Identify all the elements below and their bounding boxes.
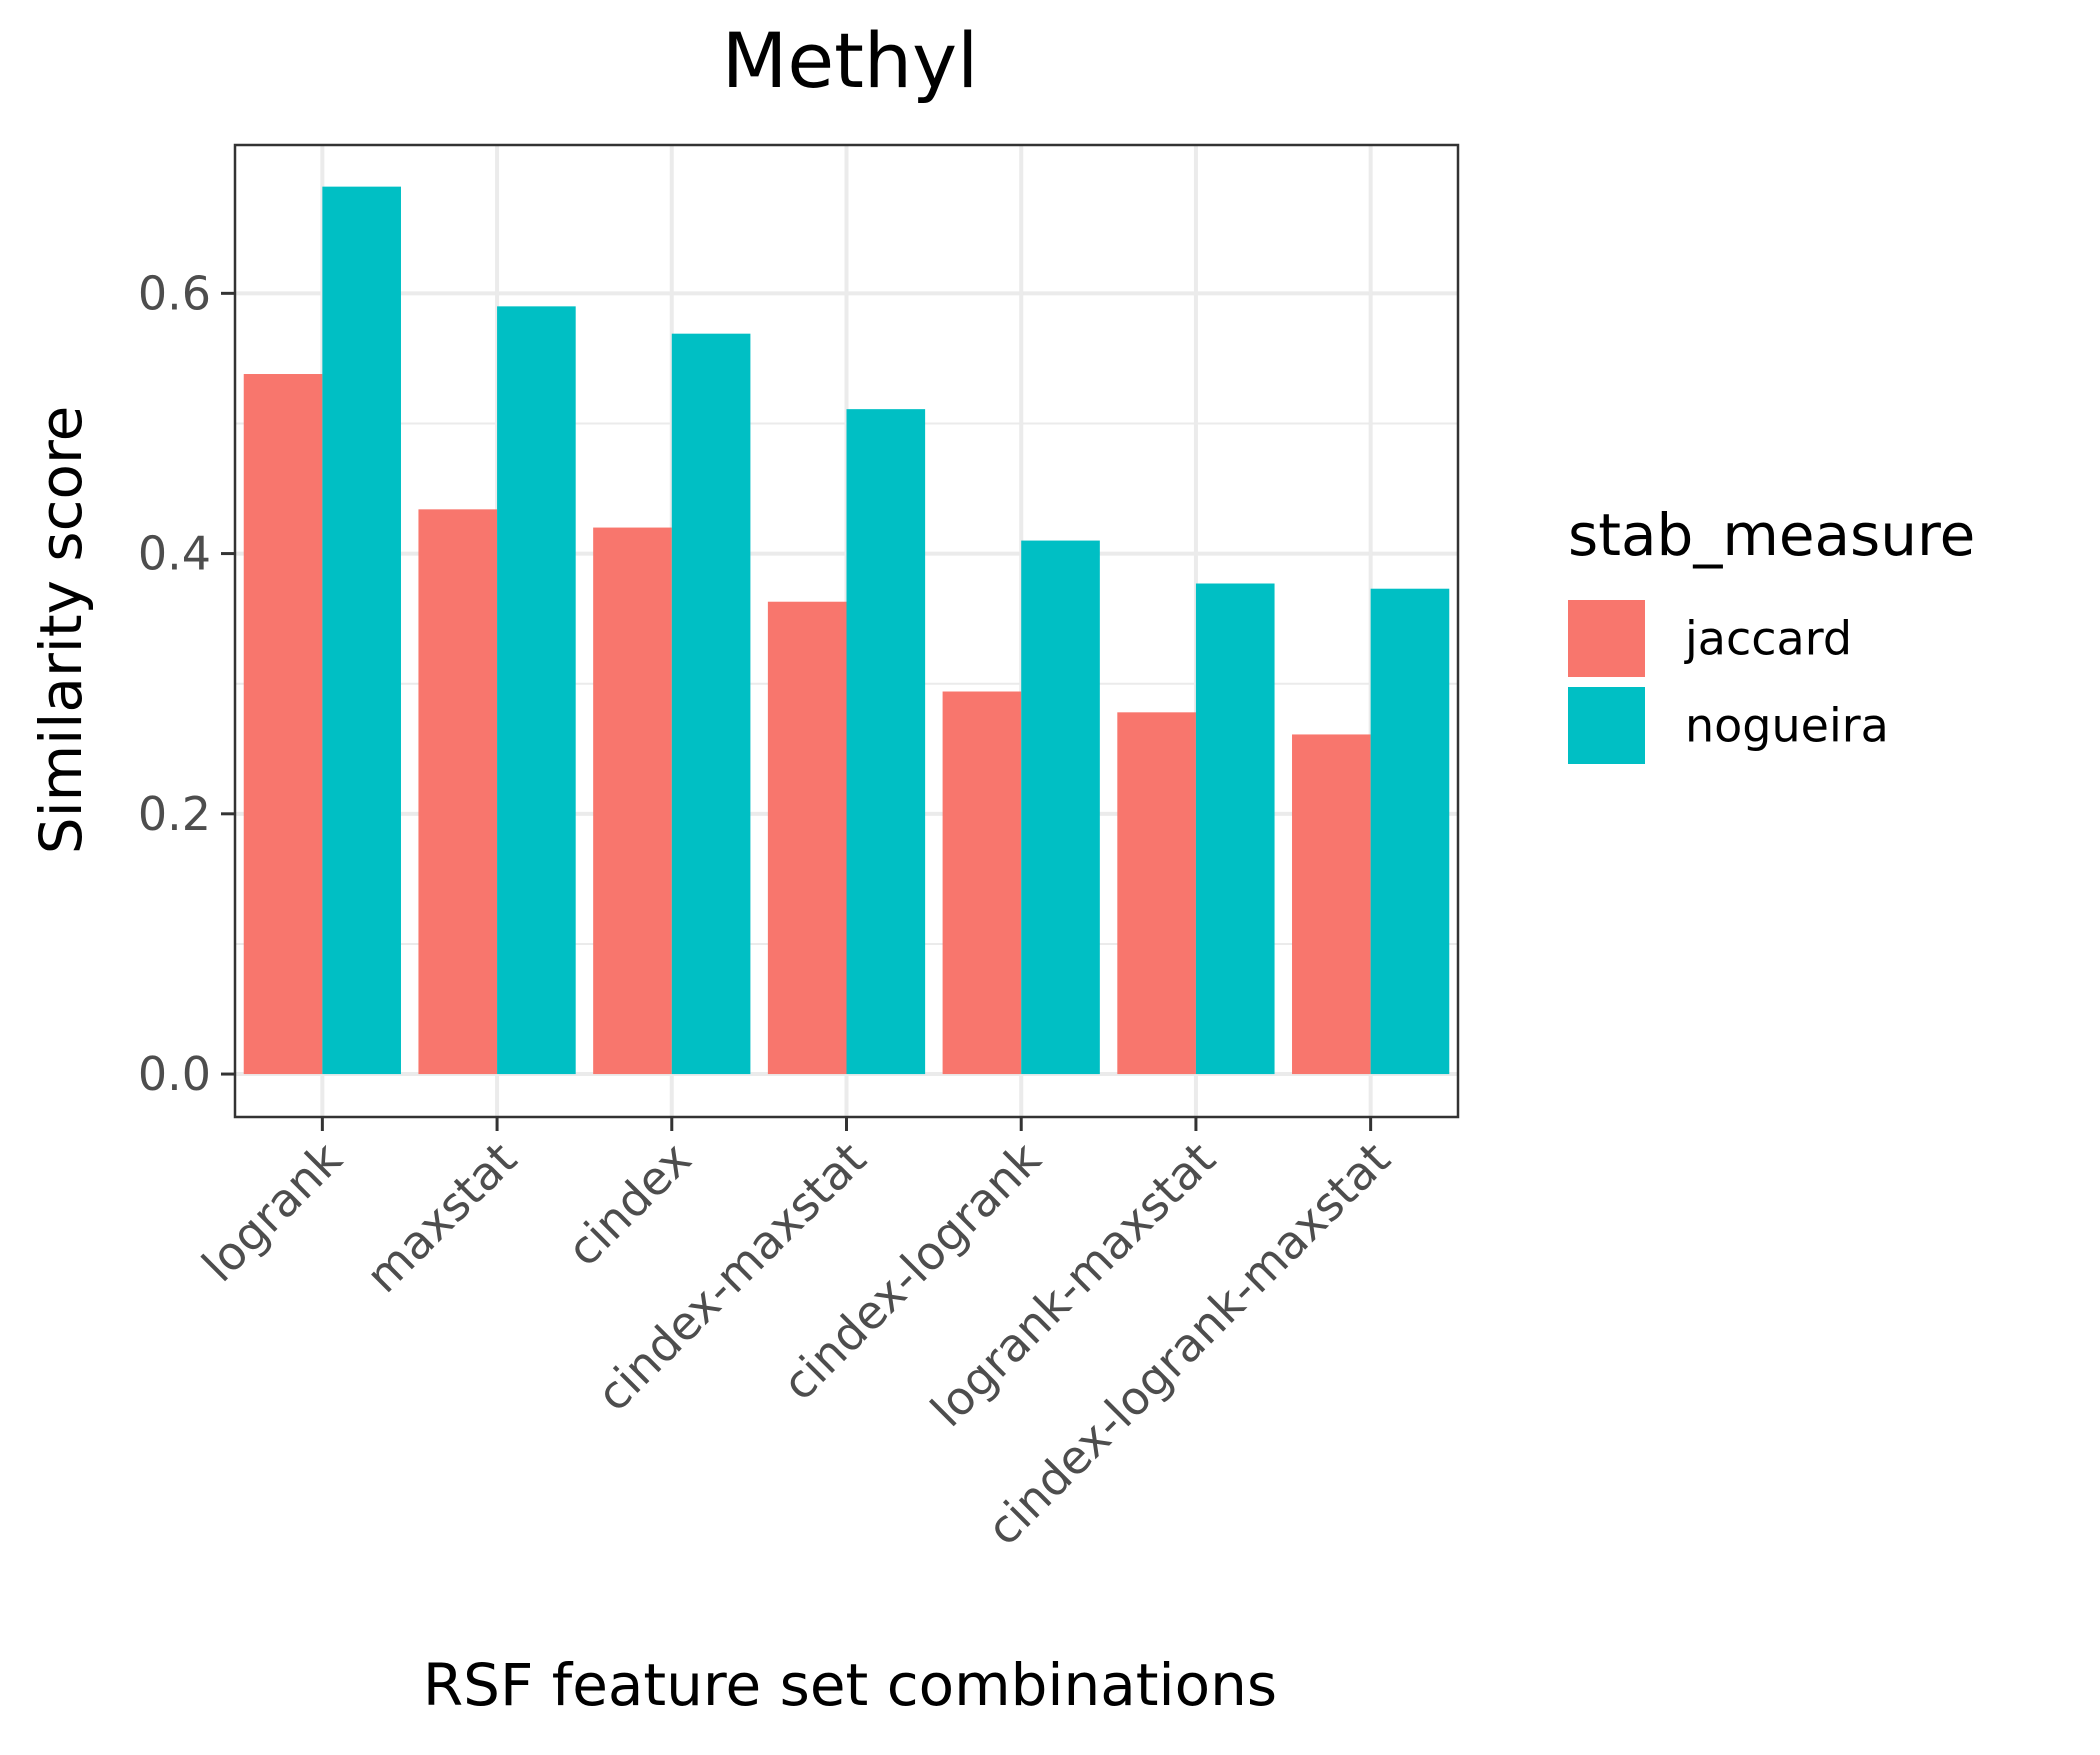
legend-key-nogueira bbox=[1568, 687, 1645, 764]
legend-label-nogueira: nogueira bbox=[1685, 699, 1889, 753]
bar-jaccard-cindex-logrank bbox=[942, 691, 1022, 1075]
y-axis-title: Similarity score bbox=[27, 406, 95, 855]
bar-nogueira-maxstat bbox=[497, 306, 576, 1075]
chart-title: Methyl bbox=[722, 16, 978, 105]
bar-nogueira-cindex bbox=[671, 333, 751, 1075]
bar-jaccard-maxstat bbox=[418, 509, 498, 1075]
bar-jaccard-logrank bbox=[243, 374, 323, 1075]
legend-title: stab_measure bbox=[1568, 501, 1975, 569]
legend-key-jaccard bbox=[1568, 600, 1645, 677]
bar-jaccard-logrank-maxstat bbox=[1117, 712, 1196, 1075]
x-axis-title: RSF feature set combinations bbox=[423, 1651, 1277, 1719]
x-tick-label: cindex bbox=[557, 1132, 702, 1277]
y-tick-label: 0.4 bbox=[138, 527, 211, 581]
bar-nogueira-cindex-logrank bbox=[1021, 540, 1100, 1075]
legend-label-jaccard: jaccard bbox=[1684, 612, 1852, 666]
y-tick-label: 0.2 bbox=[138, 787, 211, 841]
y-tick-label: 0.6 bbox=[138, 266, 211, 320]
bar-jaccard-cindex-maxstat bbox=[767, 601, 847, 1075]
bar-nogueira-cindex-logrank-maxstat bbox=[1370, 588, 1450, 1075]
x-tick-label: maxstat bbox=[355, 1132, 526, 1303]
bar-nogueira-logrank-maxstat bbox=[1195, 583, 1275, 1075]
x-tick-label: logrank bbox=[192, 1131, 353, 1292]
bar-jaccard-cindex-logrank-maxstat bbox=[1292, 734, 1371, 1075]
bar-nogueira-cindex-maxstat bbox=[846, 409, 926, 1075]
bar-jaccard-cindex bbox=[593, 527, 672, 1075]
bar-nogueira-logrank bbox=[322, 186, 401, 1075]
y-tick-label: 0.0 bbox=[138, 1047, 211, 1101]
